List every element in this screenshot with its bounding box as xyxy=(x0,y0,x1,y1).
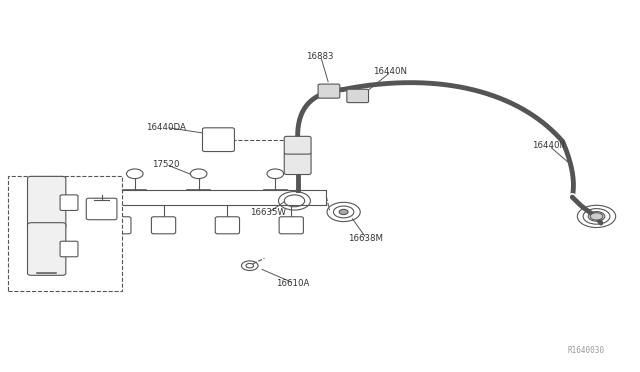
FancyBboxPatch shape xyxy=(60,195,78,211)
Circle shape xyxy=(590,213,603,220)
FancyBboxPatch shape xyxy=(107,217,131,234)
Text: 16635W: 16635W xyxy=(250,208,285,217)
Bar xyxy=(8,176,122,291)
Text: 16412FB: 16412FB xyxy=(17,249,55,258)
FancyBboxPatch shape xyxy=(279,217,303,234)
FancyBboxPatch shape xyxy=(28,176,66,229)
Text: R1640030: R1640030 xyxy=(567,346,604,355)
Text: 16440N: 16440N xyxy=(373,67,407,76)
Circle shape xyxy=(339,209,348,215)
Text: 16883: 16883 xyxy=(307,52,333,61)
Text: 16440II: 16440II xyxy=(532,141,565,151)
FancyBboxPatch shape xyxy=(202,128,234,151)
Text: 16638M: 16638M xyxy=(348,234,383,243)
FancyBboxPatch shape xyxy=(152,217,175,234)
Text: 16603: 16603 xyxy=(81,267,109,276)
FancyBboxPatch shape xyxy=(86,198,117,220)
FancyBboxPatch shape xyxy=(284,137,311,154)
Text: 16603E: 16603E xyxy=(83,227,116,236)
FancyBboxPatch shape xyxy=(318,84,340,98)
FancyBboxPatch shape xyxy=(215,217,239,234)
FancyBboxPatch shape xyxy=(347,89,369,103)
Text: 16440DA: 16440DA xyxy=(145,123,186,132)
FancyBboxPatch shape xyxy=(28,223,66,275)
FancyBboxPatch shape xyxy=(284,152,311,174)
Text: 16610A: 16610A xyxy=(276,279,310,288)
Text: 17520: 17520 xyxy=(152,160,179,169)
Text: 16412FA: 16412FA xyxy=(26,206,63,215)
FancyBboxPatch shape xyxy=(60,241,78,257)
